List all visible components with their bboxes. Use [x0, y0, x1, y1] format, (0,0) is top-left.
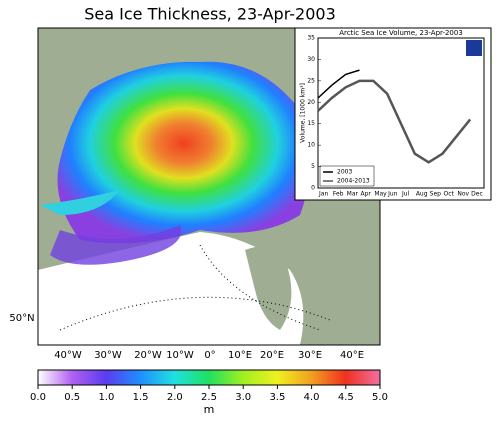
colorbar-tick-label: 3.5	[269, 392, 285, 403]
inset-title: Arctic Sea Ice Volume, 23-Apr-2003	[339, 29, 463, 37]
lon-label: 40°W	[54, 350, 82, 361]
y-tick-label: 20	[307, 99, 315, 106]
lon-label: 40°E	[340, 350, 364, 361]
y-tick-label: 0	[311, 185, 315, 192]
x-tick-label: Feb	[333, 191, 344, 198]
legend-label: 2004-2013	[337, 178, 370, 185]
colorbar-tick-label: 5.0	[372, 392, 388, 403]
lon-label: 10°E	[228, 350, 252, 361]
colorbar-tick-label: 0.0	[30, 392, 46, 403]
colorbar-tick-label: 1.0	[98, 392, 114, 403]
y-tick-label: 30	[307, 56, 315, 63]
sea-ice	[57, 61, 310, 244]
y-tick-label: 25	[307, 77, 315, 84]
x-tick-label: Aug	[416, 191, 428, 198]
colorbar-tick-label: 1.5	[133, 392, 149, 403]
lon-label: 10°W	[166, 350, 194, 361]
x-tick-label: Dec	[471, 191, 483, 198]
lon-label: 30°W	[94, 350, 122, 361]
land	[245, 246, 292, 330]
colorbar-tick-label: 0.5	[64, 392, 80, 403]
colorbar-tick-label: 4.5	[338, 392, 354, 403]
logo	[466, 40, 482, 56]
colorbar-tick-label: 4.0	[304, 392, 320, 403]
sea-ice-edge	[50, 225, 182, 265]
y-tick-label: 15	[307, 120, 315, 127]
x-tick-label: Apr	[361, 191, 372, 198]
line	[317, 79, 472, 164]
x-tick-label: Jan	[318, 191, 328, 198]
colorbar	[37, 369, 381, 386]
lon-label: 20°E	[260, 350, 284, 361]
map-title: Sea Ice Thickness, 23-Apr-2003	[84, 5, 336, 24]
lon-label: 20°W	[134, 350, 162, 361]
x-tick-label: Mar	[347, 191, 359, 198]
colorbar-label: m	[204, 403, 215, 416]
x-tick-label: May	[374, 191, 387, 198]
lon-label: 30°E	[298, 350, 322, 361]
lon-label: 0°	[204, 350, 215, 361]
colorbar-tick-label: 2.0	[167, 392, 183, 403]
sea-ice-edge	[40, 190, 120, 215]
y-tick-label: 10	[307, 142, 315, 149]
y-tick-label: 35	[307, 35, 315, 42]
x-tick-label: Sep	[430, 191, 442, 198]
line	[317, 69, 360, 99]
y-tick-label: 5	[311, 163, 315, 170]
colorbar-tick-label: 2.5	[201, 392, 217, 403]
legend-label: 2003	[337, 169, 352, 176]
x-tick-label: Oct	[444, 191, 455, 198]
lat-label: 50°N	[9, 313, 34, 324]
x-tick-label: Jun	[387, 191, 398, 198]
plot-area	[317, 37, 485, 189]
x-tick-label: Nov	[457, 191, 469, 198]
legend	[319, 165, 375, 187]
x-tick-label: Jul	[401, 191, 410, 198]
y-axis-label: Volume, [1000 km³]	[300, 83, 307, 143]
colorbar-tick-label: 3.0	[235, 392, 251, 403]
